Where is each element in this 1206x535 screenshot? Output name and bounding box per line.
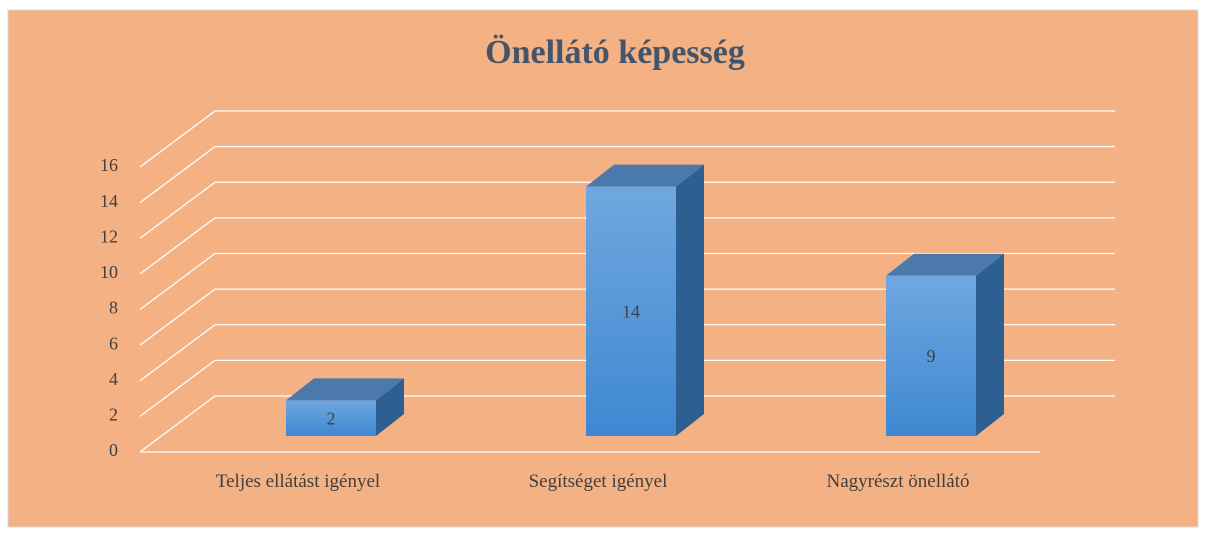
x-tick-label: Nagyrészt önellátó	[826, 471, 970, 492]
data-label: 2	[327, 408, 336, 428]
bar-top	[886, 253, 1004, 276]
grid-line	[139, 324, 1115, 382]
grid-line	[139, 359, 1115, 417]
y-tick-label: 16	[100, 155, 118, 175]
data-label: 9	[927, 346, 936, 366]
bar-side	[976, 253, 1004, 436]
grid-line	[139, 181, 1115, 239]
y-tick-label: 2	[109, 405, 118, 425]
grid-line	[139, 110, 1115, 168]
data-label: 14	[622, 301, 640, 321]
bar-top	[586, 164, 704, 187]
bar-side	[676, 164, 704, 436]
x-tick-label: Teljes ellátást igényel	[215, 471, 381, 492]
y-tick-label: 6	[109, 333, 118, 353]
bar-front	[886, 275, 976, 436]
y-tick-label: 8	[109, 298, 118, 318]
bar-top	[286, 378, 404, 401]
bar	[286, 378, 404, 436]
grid-line	[139, 145, 1115, 204]
bar-side	[376, 378, 404, 436]
y-tick-label: 14	[100, 191, 118, 211]
x-tick-label: Segítséget igényel	[528, 471, 668, 492]
bar	[886, 253, 1004, 436]
y-tick-label: 12	[100, 226, 118, 246]
grid-line	[139, 217, 1115, 275]
y-tick-label: 0	[109, 440, 118, 460]
grid-line	[139, 395, 1115, 453]
bar-front	[586, 186, 676, 436]
chart-title: Önellátó képesség	[485, 34, 745, 71]
y-tick-label: 10	[100, 262, 118, 282]
grid-line	[139, 252, 1115, 311]
grid-line	[139, 288, 1115, 346]
bar	[586, 164, 704, 436]
bar-front	[286, 400, 376, 436]
y-tick-label: 4	[109, 369, 118, 389]
